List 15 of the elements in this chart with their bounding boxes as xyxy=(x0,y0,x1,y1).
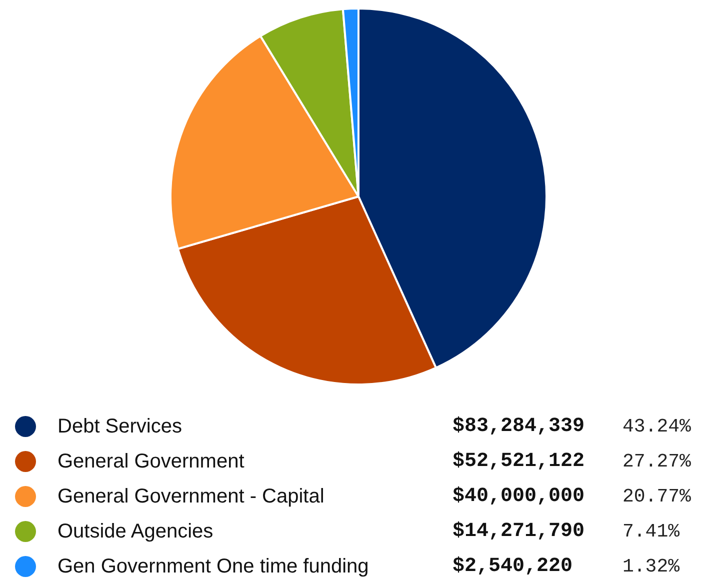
legend-label: General Government - Capital xyxy=(58,486,324,508)
data-label: $14,271,790 xyxy=(452,520,585,543)
legend-label: Outside Agencies xyxy=(58,520,214,542)
text: 7.41% xyxy=(622,520,680,542)
text: 20.77% xyxy=(622,486,691,508)
text: 27.27% xyxy=(622,450,691,472)
data-label: $2,540,220 xyxy=(452,555,573,578)
legend-label: Gen Government One time funding xyxy=(58,556,369,578)
text: 43.24% xyxy=(622,416,691,438)
legend-label: Debt Services xyxy=(58,416,182,438)
text: 1.32% xyxy=(622,556,680,578)
data-label: $40,000,000 xyxy=(452,485,585,508)
data-label: $52,521,122 xyxy=(452,450,585,473)
legend-label: General Government xyxy=(58,450,245,472)
data-label: $83,284,339 xyxy=(452,415,585,438)
